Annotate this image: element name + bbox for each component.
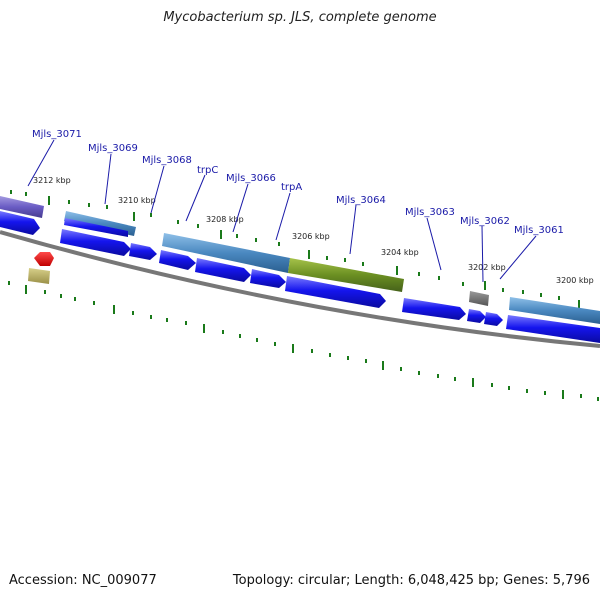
feature-trpa-band[interactable] [288, 258, 404, 292]
accession-text: Accession: NC_009077 [9, 573, 157, 588]
inner-tick-row [8, 281, 599, 401]
scale-label-3206: 3206 kbp [292, 232, 330, 241]
gene-label-mjls-3066[interactable]: Mjls_3066 [226, 173, 276, 184]
cds-arrow[interactable] [195, 258, 251, 282]
cds-arrow[interactable] [159, 250, 196, 270]
cds-arrow[interactable] [0, 211, 40, 235]
gene-label-trpc[interactable]: trpC [197, 165, 218, 176]
genome-backbone [0, 230, 600, 348]
cds-arrow[interactable] [60, 229, 131, 256]
feature-trpc-band[interactable] [162, 233, 290, 273]
scale-label-3204: 3204 kbp [381, 248, 419, 257]
feature-red-marker[interactable] [34, 252, 54, 266]
scale-label-3212: 3212 kbp [33, 176, 71, 185]
feature-mjls-3071[interactable] [0, 196, 44, 218]
gene-label-mjls-3062[interactable]: Mjls_3062 [460, 216, 510, 227]
gene-label-mjls-3063[interactable]: Mjls_3063 [405, 207, 455, 218]
genome-title: Mycobacterium sp. JLS, complete genome [163, 10, 437, 25]
scale-label-3200: 3200 kbp [556, 276, 594, 285]
forward-cds-track [0, 211, 600, 343]
cds-arrow[interactable] [484, 312, 503, 326]
outer-tick-row [10, 190, 580, 309]
cds-arrow[interactable] [402, 298, 466, 320]
cds-arrow[interactable] [506, 315, 600, 343]
gene-label-mjls-3069[interactable]: Mjls_3069 [88, 143, 138, 154]
gene-label-mjls-3061[interactable]: Mjls_3061 [514, 225, 564, 236]
inner-feature-track [28, 252, 54, 284]
scale-label-3202: 3202 kbp [468, 263, 506, 272]
gene-labels: Mjls_3071 Mjls_3069 Mjls_3068 trpC Mjls_… [32, 129, 564, 236]
cds-arrow[interactable] [64, 218, 128, 237]
gene-label-trpa[interactable]: trpA [281, 182, 302, 193]
gene-label-mjls-3068[interactable]: Mjls_3068 [142, 155, 192, 166]
scale-label-3210: 3210 kbp [118, 196, 156, 205]
label-leader-lines [27, 139, 537, 283]
feature-mjls-3061-band[interactable] [509, 297, 600, 324]
feature-mjls-3062[interactable] [469, 291, 489, 306]
feature-tan-marker[interactable] [28, 268, 50, 284]
cds-arrow[interactable] [285, 276, 386, 308]
gene-label-mjls-3071[interactable]: Mjls_3071 [32, 129, 82, 140]
gene-label-mjls-3064[interactable]: Mjls_3064 [336, 195, 386, 206]
scale-labels: 3212 kbp 3210 kbp 3208 kbp 3206 kbp 3204… [33, 176, 594, 285]
cds-arrow[interactable] [467, 309, 486, 323]
scale-label-3208: 3208 kbp [206, 215, 244, 224]
genome-summary-text: Topology: circular; Length: 6,048,425 bp… [232, 573, 590, 588]
cds-arrow[interactable] [250, 269, 286, 288]
cds-arrow[interactable] [129, 243, 157, 260]
